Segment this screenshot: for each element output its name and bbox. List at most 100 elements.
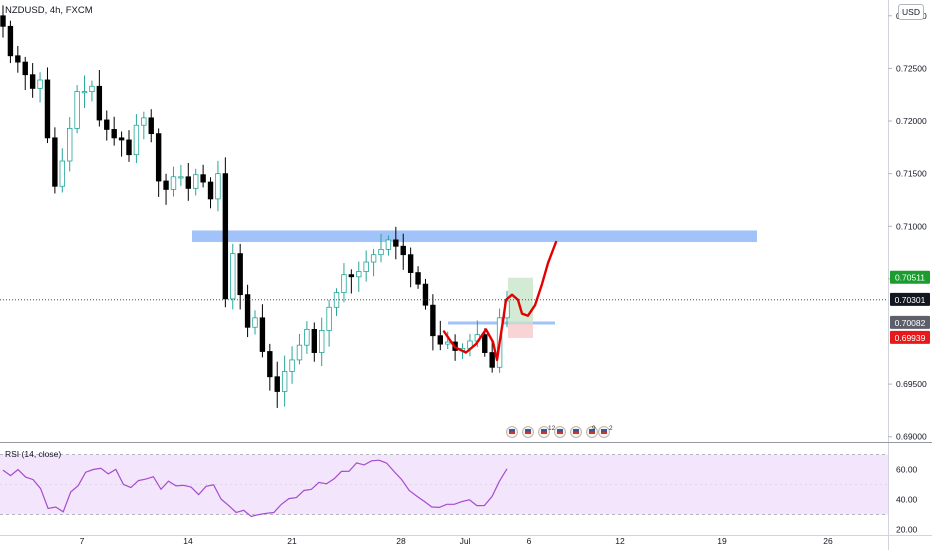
x-tick-label: 12 (615, 536, 625, 546)
projection-path (442, 240, 558, 362)
candle-body (259, 317, 266, 352)
candle-body (400, 245, 406, 256)
candle-body (319, 330, 325, 353)
resistance-zone (192, 230, 757, 243)
candle-body (267, 351, 273, 378)
y-tick-label: 0.72500 (896, 63, 927, 73)
rsi-legend: RSI (14, close) (5, 449, 62, 459)
y-tick-label: 0.71500 (896, 169, 927, 179)
candle-body (393, 239, 399, 247)
candle-body (111, 129, 117, 139)
candle-body (207, 181, 214, 200)
take-profit-label: 0.70511 (895, 273, 925, 283)
candle-body (311, 328, 317, 353)
candle-body (185, 176, 191, 189)
flag-stripe (525, 432, 531, 434)
candle-body (0, 15, 6, 27)
candle-body (363, 261, 369, 272)
candle-body (222, 173, 229, 300)
event-count: 12 (548, 425, 556, 432)
flag-stripe (573, 432, 579, 434)
candle-body (237, 253, 243, 296)
candle-body (59, 160, 65, 187)
x-tick-label: 7 (80, 536, 85, 546)
stop-loss-label: 0.69939 (895, 333, 926, 343)
candle-body (430, 304, 436, 337)
candle-body (281, 371, 288, 392)
candle-body (104, 119, 110, 130)
event-count: 9 (592, 425, 596, 432)
candle-body (141, 117, 147, 126)
candle-body (44, 79, 51, 139)
flag-stripe (557, 432, 563, 434)
candle-body (489, 352, 495, 368)
rsi-tick-label: 60.00 (896, 465, 918, 475)
x-tick-label: 28 (396, 536, 406, 546)
candle-body (422, 283, 429, 306)
flag-stripe (509, 432, 515, 434)
candle-body (230, 253, 236, 300)
candle-body (437, 335, 443, 345)
candle-body (133, 124, 140, 156)
candle-body (118, 137, 125, 141)
candle-body (274, 376, 280, 392)
candle-body (7, 25, 14, 57)
candle-body (348, 274, 355, 278)
candle-body (22, 61, 28, 76)
candle-body (126, 139, 132, 156)
candle-body (29, 74, 36, 89)
candle-body (407, 254, 414, 273)
y-tick-label: 0.71000 (896, 221, 927, 231)
candle-body (385, 239, 392, 250)
flag-stripe (525, 429, 531, 432)
candle-body (482, 334, 488, 353)
candle-body (378, 249, 384, 256)
candle-body (163, 180, 169, 190)
y-tick-label: 0.69500 (896, 379, 927, 389)
flag-stripe (589, 429, 595, 432)
y-tick-label: 0.72000 (896, 116, 927, 126)
candle-body (215, 173, 221, 200)
y-tick-label: 0.69000 (896, 432, 927, 442)
stop-loss-label-bg (890, 330, 930, 344)
candle-body (356, 271, 362, 278)
take-profit-area (508, 277, 533, 323)
flag-stripe (601, 429, 607, 432)
x-tick-label: 14 (183, 536, 193, 546)
entry-label-bg (890, 315, 930, 329)
candle-body (67, 127, 73, 162)
rsi-tick-label: 20.00 (896, 525, 918, 535)
candle-body (52, 137, 58, 187)
candle-body (326, 306, 332, 331)
flag-stripe (541, 429, 547, 432)
rsi-tick-label: 40.00 (896, 495, 918, 505)
candle-body (370, 254, 377, 263)
candle-body (244, 294, 251, 328)
flag-stripe (509, 429, 515, 432)
rsi-line (2, 459, 508, 518)
flag-stripe (601, 432, 607, 434)
flag-stripe (573, 429, 579, 432)
candle-body (81, 91, 88, 94)
candle-body (289, 359, 295, 372)
candle-body (15, 55, 21, 63)
candle-body (155, 133, 162, 182)
flag-stripe (557, 429, 563, 432)
economic-events: 12 9 2 (506, 425, 613, 438)
candle-body (252, 317, 258, 328)
candle-body (296, 344, 303, 361)
candle-body (304, 328, 310, 346)
last-price-label-bg (890, 292, 930, 306)
event-count: 2 (609, 425, 613, 432)
candle-body (148, 117, 154, 135)
currency-button[interactable]: USD (898, 4, 924, 20)
candles (0, 5, 510, 408)
stop-loss-area (508, 322, 533, 338)
take-profit-label-bg (890, 270, 930, 284)
x-tick-label: 26 (823, 536, 833, 546)
candle-body (178, 176, 184, 179)
candle-body (96, 85, 103, 121)
entry-label: 0.70082 (895, 318, 926, 328)
